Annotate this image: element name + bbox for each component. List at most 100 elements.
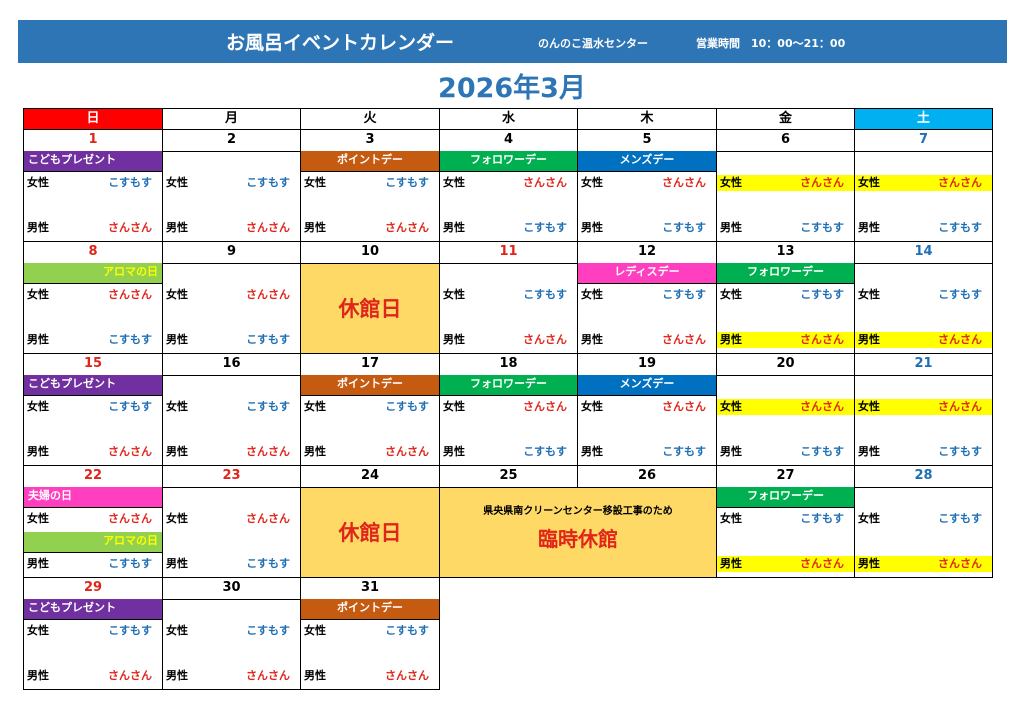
female-row: 女性 こすもす — [717, 511, 854, 527]
day-number: 30 — [162, 577, 301, 600]
gender-label: 男性 — [720, 221, 742, 234]
bath-name: さんさん — [938, 333, 982, 346]
bath-name: こすもす — [108, 176, 152, 189]
gender-label: 女性 — [304, 624, 326, 637]
event-label: レディスデー — [577, 263, 717, 284]
bath-name: さんさん — [800, 176, 844, 189]
header-bar: お風呂イベントカレンダー のんのこ温水センター 営業時間 10：00〜21：00 — [18, 20, 1007, 63]
day-number: 11 — [439, 241, 578, 264]
center-name: のんのこ温水センター — [538, 37, 648, 50]
male-row: 男性 こすもす — [440, 444, 577, 460]
male-row: 男性 さんさん — [163, 444, 300, 460]
male-row: 男性 さんさん — [717, 332, 854, 348]
gender-label: 男性 — [858, 333, 880, 346]
female-row: 女性 さんさん — [440, 175, 577, 191]
gender-label: 男性 — [443, 221, 465, 234]
gender-label: 男性 — [27, 445, 49, 458]
gender-label: 男性 — [581, 445, 603, 458]
special-closure: 県央県南クリーンセンター移設工事のため 臨時休館 — [439, 487, 717, 578]
female-row: 女性 こすもす — [24, 399, 162, 415]
bath-name: さんさん — [385, 445, 429, 458]
day-number: 18 — [439, 353, 578, 376]
male-row: 男性 こすもす — [163, 332, 300, 348]
gender-label: 男性 — [720, 333, 742, 346]
male-row: 男性 さんさん — [301, 444, 439, 460]
gender-label: 女性 — [443, 176, 465, 189]
day-number: 7 — [854, 129, 993, 152]
gender-label: 女性 — [581, 400, 603, 413]
weekday-header: 水 — [439, 108, 578, 130]
bath-name: さんさん — [800, 400, 844, 413]
gender-label: 男性 — [27, 333, 49, 346]
gender-label: 女性 — [166, 624, 188, 637]
day-cell — [162, 151, 301, 242]
gender-label: 男性 — [166, 445, 188, 458]
female-row: 女性 こすもす — [301, 399, 439, 415]
female-row: 女性 こすもす — [163, 399, 300, 415]
day-number: 26 — [577, 465, 717, 488]
male-row: 男性 さんさん — [578, 332, 716, 348]
bath-name: こすもす — [108, 400, 152, 413]
event-label: こどもプレゼント — [23, 375, 163, 396]
event-label: ポイントデー — [300, 599, 440, 620]
gender-label: 女性 — [720, 400, 742, 413]
weekday-header: 金 — [716, 108, 855, 130]
female-row: 女性 こすもす — [24, 175, 162, 191]
bath-name: さんさん — [523, 400, 567, 413]
male-row: 男性 さんさん — [301, 668, 439, 684]
female-row: 女性 こすもす — [855, 287, 992, 303]
day-number: 6 — [716, 129, 855, 152]
gender-label: 女性 — [27, 624, 49, 637]
male-row: 男性 こすもす — [24, 332, 162, 348]
calendar-grid: 日月火水木金土 1 こどもプレゼント 女性 こすもす 男性 さんさん 2 女性 こすもす 男性 さんさ… — [23, 108, 993, 692]
gender-label: 女性 — [27, 176, 49, 189]
gender-label: 男性 — [166, 333, 188, 346]
male-row: 男性 さんさん — [163, 668, 300, 684]
bath-name: さんさん — [108, 445, 152, 458]
day-number: 27 — [716, 465, 855, 488]
event-label: ポイントデー — [300, 151, 440, 172]
gender-label: 男性 — [166, 557, 188, 570]
bath-name: こすもす — [246, 333, 290, 346]
day-number: 9 — [162, 241, 301, 264]
gender-label: 女性 — [304, 400, 326, 413]
male-row: 男性 さんさん — [717, 556, 854, 572]
day-number: 8 — [23, 241, 163, 264]
gender-label: 女性 — [720, 288, 742, 301]
bath-name: さんさん — [523, 333, 567, 346]
weekday-header: 月 — [162, 108, 301, 130]
bath-name: こすもす — [246, 400, 290, 413]
female-row: 女性 さんさん — [24, 287, 162, 303]
bath-name: さんさん — [385, 221, 429, 234]
event-label: アロマの日 — [23, 263, 163, 284]
bath-name: さんさん — [662, 176, 706, 189]
bath-name: こすもす — [800, 221, 844, 234]
day-number: 3 — [300, 129, 440, 152]
day-cell — [439, 263, 578, 354]
male-row: 男性 さんさん — [855, 332, 992, 348]
day-number: 2 — [162, 129, 301, 152]
day-number: 12 — [577, 241, 717, 264]
bath-name: こすもす — [385, 400, 429, 413]
day-number: 5 — [577, 129, 717, 152]
male-row: 男性 こすもす — [717, 444, 854, 460]
bath-name: こすもす — [246, 176, 290, 189]
gender-label: 男性 — [443, 333, 465, 346]
day-number: 13 — [716, 241, 855, 264]
closed-day: 休館日 — [300, 487, 440, 578]
female-row: 女性 さんさん — [440, 399, 577, 415]
male-row: 男性 こすもす — [578, 220, 716, 236]
weekday-header: 火 — [300, 108, 440, 130]
page-title: お風呂イベントカレンダー — [226, 32, 455, 54]
event-label: フォロワーデー — [716, 263, 855, 284]
gender-label: 男性 — [27, 221, 49, 234]
gender-label: 女性 — [166, 512, 188, 525]
gender-label: 男性 — [304, 669, 326, 682]
gender-label: 男性 — [858, 221, 880, 234]
bath-name: こすもす — [800, 288, 844, 301]
bath-name: さんさん — [246, 445, 290, 458]
gender-label: 女性 — [720, 176, 742, 189]
male-row: 男性 こすもす — [440, 220, 577, 236]
event-label: フォロワーデー — [716, 487, 855, 508]
weekday-header: 日 — [23, 108, 163, 130]
